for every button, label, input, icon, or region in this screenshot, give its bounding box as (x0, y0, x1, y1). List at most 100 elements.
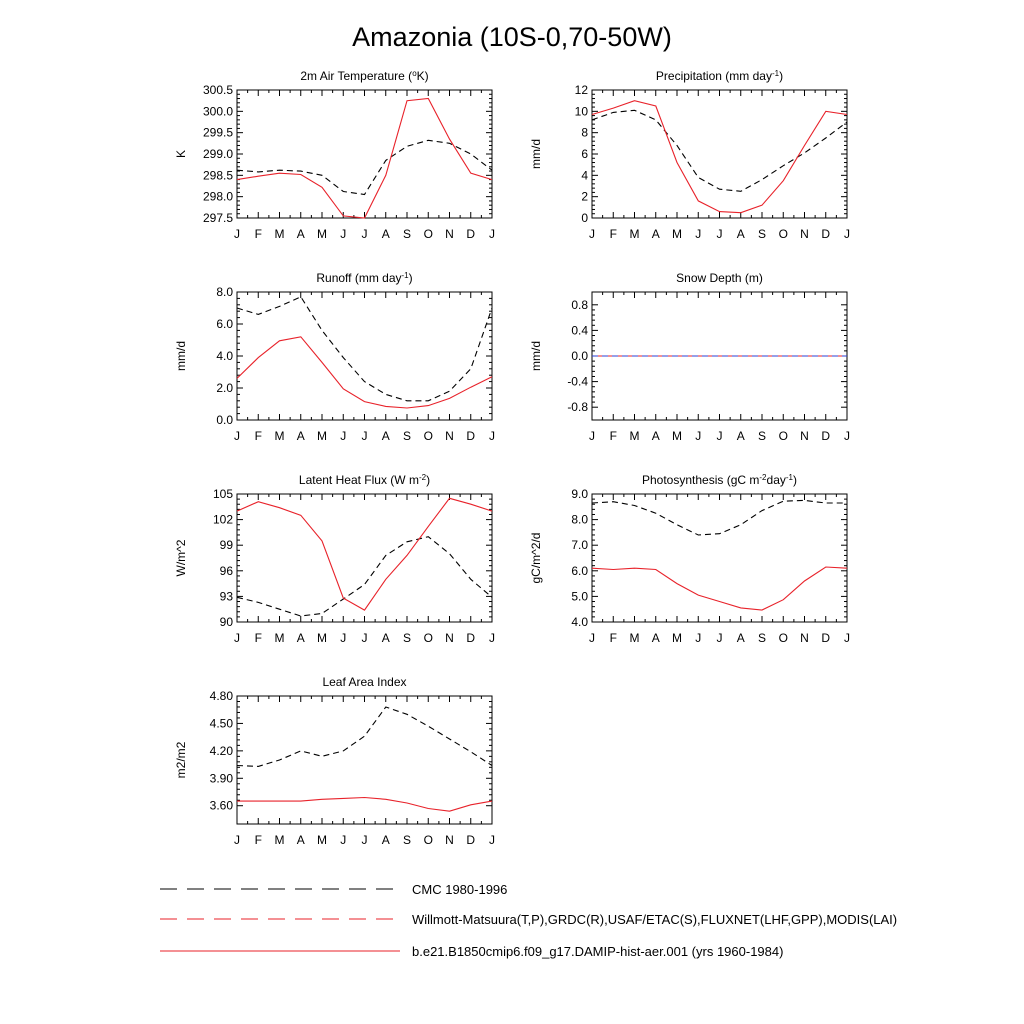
y-tick-label: 90 (220, 615, 234, 629)
y-tick-label: 12 (575, 83, 589, 97)
x-tick-label: M (317, 227, 327, 241)
x-tick-label: J (489, 227, 495, 241)
y-tick-label: 4 (581, 168, 588, 182)
y-tick-label: 99 (220, 538, 234, 552)
legend-label: b.e21.B1850cmip6.f09_g17.DAMIP-hist-aer.… (412, 944, 783, 959)
x-tick-label: J (362, 429, 368, 443)
x-tick-label: S (758, 429, 766, 443)
x-tick-label: D (466, 429, 475, 443)
x-tick-label: J (695, 429, 701, 443)
plot-frame (591, 89, 848, 219)
series-line-observed (236, 706, 493, 767)
x-tick-label: D (821, 429, 830, 443)
y-tick-label: 6.0 (216, 317, 233, 331)
x-tick-label: O (424, 429, 433, 443)
y-tick-label: 5.0 (571, 589, 588, 603)
x-tick-label: J (589, 631, 595, 645)
series-line-model (236, 336, 493, 409)
panel-title: Runoff (mm day-1) (316, 271, 412, 286)
panel-title: Leaf Area Index (322, 675, 406, 689)
x-tick-label: J (362, 833, 368, 847)
series-line-model (236, 97, 493, 219)
y-tick-label: 105 (213, 487, 233, 501)
series-line-model (236, 497, 493, 611)
x-tick-label: M (630, 429, 640, 443)
series-line-model (237, 796, 493, 812)
x-tick-label: M (275, 429, 285, 443)
x-tick-label: A (737, 227, 745, 241)
y-tick-label: 0.8 (571, 298, 588, 312)
y-tick-label: 96 (220, 564, 234, 578)
y-tick-label: 3.60 (210, 799, 234, 813)
y-tick-label: 4.80 (210, 689, 234, 703)
x-tick-label: D (821, 227, 830, 241)
x-tick-label: J (844, 227, 850, 241)
x-tick-label: A (297, 631, 305, 645)
y-tick-label: -0.8 (567, 400, 588, 414)
x-tick-label: O (424, 631, 433, 645)
x-tick-label: A (652, 227, 660, 241)
y-tick-label: 3.90 (210, 771, 234, 785)
x-tick-label: N (445, 429, 454, 443)
x-tick-label: J (362, 631, 368, 645)
x-tick-label: J (234, 227, 240, 241)
x-tick-label: N (800, 227, 809, 241)
x-tick-label: F (255, 631, 262, 645)
x-tick-label: J (234, 833, 240, 847)
panel-title: 2m Air Temperature (oK) (300, 69, 428, 84)
x-tick-label: O (424, 227, 433, 241)
panel-title: Latent Heat Flux (W m-2) (299, 473, 430, 488)
plot-frame (591, 493, 848, 623)
x-tick-label: F (255, 833, 262, 847)
y-axis-label: m2/m2 (174, 741, 188, 778)
x-tick-label: S (403, 833, 411, 847)
y-tick-label: 299.0 (203, 147, 233, 161)
x-tick-label: J (340, 833, 346, 847)
x-tick-label: S (403, 631, 411, 645)
y-tick-label: 102 (213, 513, 233, 527)
x-tick-label: M (317, 631, 327, 645)
x-tick-label: J (489, 833, 495, 847)
legend: CMC 1980-1996 Willmott-Matsuura(T,P),GRDC… (160, 882, 897, 959)
plot-frame (236, 695, 493, 825)
x-tick-label: S (403, 429, 411, 443)
y-tick-label: 300.5 (203, 83, 233, 97)
x-tick-label: F (610, 429, 617, 443)
x-tick-label: J (489, 631, 495, 645)
y-tick-label: 7.0 (571, 538, 588, 552)
y-tick-label: 4.0 (571, 615, 588, 629)
chart-panels: 2m Air Temperature (oK)KJ F M A M J J A S O N D J297… (174, 69, 850, 848)
x-tick-label: N (800, 429, 809, 443)
plot-frame (236, 89, 493, 219)
x-tick-label: M (672, 631, 682, 645)
y-tick-label: 2.0 (216, 381, 233, 395)
x-tick-label: S (758, 631, 766, 645)
x-tick-label: D (466, 833, 475, 847)
x-tick-label: A (297, 227, 305, 241)
y-axis-label: mm/d (174, 341, 188, 371)
y-tick-label: 300.0 (203, 104, 233, 118)
x-tick-label: D (466, 227, 475, 241)
x-tick-label: A (382, 429, 390, 443)
y-tick-label: 93 (220, 589, 234, 603)
x-tick-label: M (672, 429, 682, 443)
x-tick-label: A (297, 833, 305, 847)
chart-panel-6: Photosynthesis (gC m-2day-1)gC/m^2/dJ F M A… (529, 473, 850, 646)
y-tick-label: -0.4 (567, 375, 588, 389)
x-tick-label: N (800, 631, 809, 645)
x-tick-label: M (630, 227, 640, 241)
legend-label: Willmott-Matsuura(T,P),GRDC(R),USAF/ETAC… (412, 912, 897, 927)
series-line-model (591, 100, 848, 214)
y-tick-label: 0.4 (571, 323, 588, 337)
y-tick-label: 4.20 (210, 744, 234, 758)
x-tick-label: J (695, 631, 701, 645)
x-tick-label: J (340, 631, 346, 645)
x-tick-label: A (382, 631, 390, 645)
y-tick-label: 6.0 (571, 564, 588, 578)
chart-panel-4: Snow Depth (m)mm/dJ F M A M J J A S O N D J-0.8-0.40… (529, 271, 850, 443)
y-axis-label: W/m^2 (174, 539, 188, 576)
series-line-observed (591, 499, 847, 536)
x-tick-label: M (672, 227, 682, 241)
figure-title: Amazonia (10S-0,70-50W) (352, 22, 672, 52)
x-tick-label: J (234, 429, 240, 443)
